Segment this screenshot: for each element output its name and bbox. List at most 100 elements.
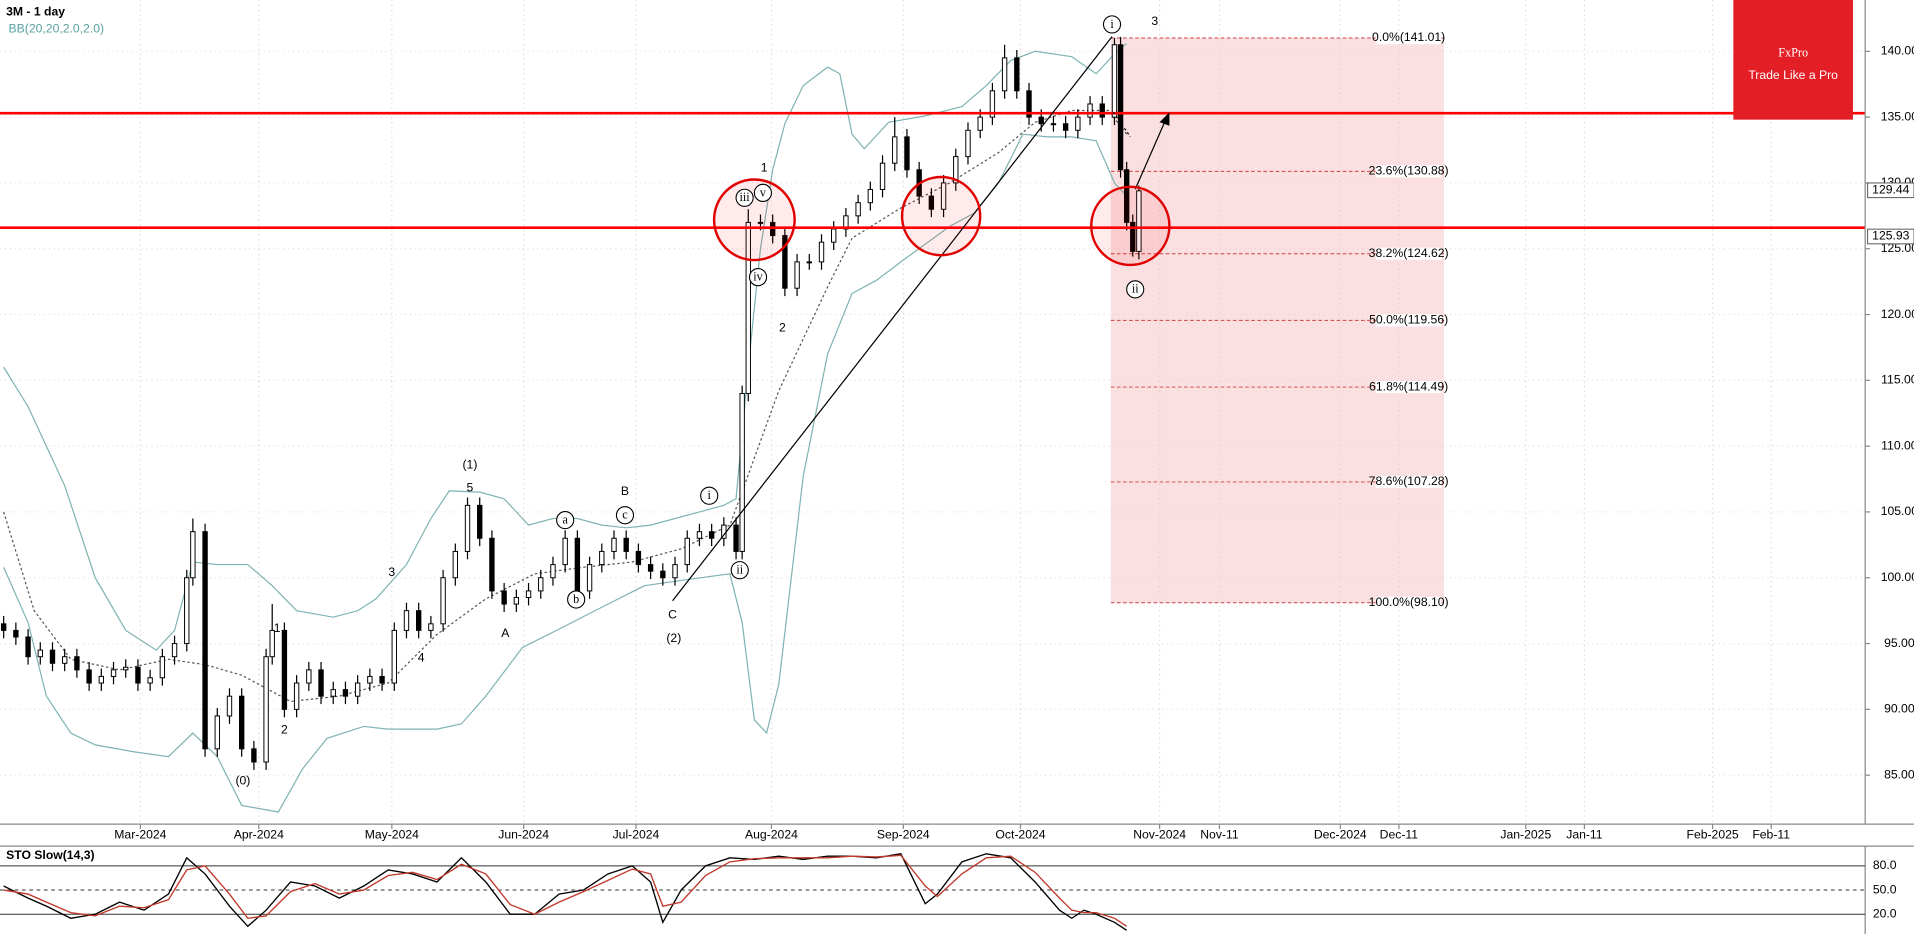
indicator-label: BB(20,20,2.0,2.0) xyxy=(9,22,105,36)
wave-label: (2) xyxy=(666,631,681,645)
wave-label-circle xyxy=(735,188,754,207)
wave-label: ii xyxy=(736,563,743,577)
candle-body xyxy=(1123,169,1130,223)
x-tick-label: Jan-11 xyxy=(1566,827,1603,841)
candle-body xyxy=(0,623,7,631)
highlight-circle xyxy=(900,175,982,257)
osc-tick-label: 80.0 xyxy=(1873,858,1897,872)
candle-body xyxy=(440,577,446,625)
candle-body xyxy=(1087,103,1093,118)
x-tick-label: Sep-2024 xyxy=(877,827,930,841)
wave-label-circle xyxy=(615,506,635,525)
wave-label: iii xyxy=(740,190,751,204)
candle-body xyxy=(489,537,495,592)
candle-body xyxy=(586,564,593,592)
fib-label-bg xyxy=(1375,247,1442,260)
fib-label: 78.6%(107.28) xyxy=(1369,474,1449,488)
highlight-circle xyxy=(1090,185,1171,267)
x-tick-label: Feb-2025 xyxy=(1687,827,1739,841)
wave-label-circle xyxy=(748,268,768,287)
y-tick-label: 120.00 xyxy=(1881,307,1914,321)
candle-body xyxy=(782,235,788,289)
y-tick-label: 100.00 xyxy=(1881,570,1914,584)
candle-body xyxy=(110,669,117,677)
band-line xyxy=(3,109,1128,703)
highlight-circle xyxy=(712,178,796,262)
candle-body xyxy=(733,524,739,552)
candle-body xyxy=(562,537,568,566)
wave-label: 3 xyxy=(388,565,395,579)
price-label: 129.44 xyxy=(1872,183,1909,197)
oscillator: 80.0 50.0 20.0 xyxy=(0,853,1897,931)
x-tick-label: May-2024 xyxy=(365,827,419,841)
wave-label-circle xyxy=(753,183,773,203)
candle-body xyxy=(464,504,471,552)
osc-line xyxy=(3,853,1128,931)
candle-body xyxy=(1062,123,1069,131)
candle-body xyxy=(745,221,751,394)
y-tick-label: 85.00 xyxy=(1884,767,1914,781)
wave-label: 1 xyxy=(761,161,768,175)
candle-body xyxy=(318,669,324,697)
candle-body xyxy=(892,136,898,164)
candle-body xyxy=(428,623,434,631)
x-tick-label: Jan-2025 xyxy=(1500,827,1551,841)
y-tick-label: 115.00 xyxy=(1881,373,1914,387)
candle-body xyxy=(757,221,764,224)
candle-body xyxy=(37,649,43,658)
candle-body xyxy=(86,669,92,684)
wave-label: A xyxy=(501,626,510,640)
candle-body xyxy=(647,564,654,572)
candle-body xyxy=(501,590,507,605)
x-tick-label: Apr-2024 xyxy=(234,827,284,841)
y-tick-label: 105.00 xyxy=(1881,504,1914,518)
candle-body xyxy=(879,162,886,191)
wave-label: 4 xyxy=(418,650,425,664)
fibonacci: 0.0%(141.01) 23.6%(130.88) 38.2%(124.62) 50… xyxy=(1110,30,1449,609)
candle-body xyxy=(794,261,800,289)
candle-body xyxy=(599,550,605,566)
wave-label: C xyxy=(668,608,677,622)
candle-body xyxy=(1026,90,1032,118)
candle-body xyxy=(269,629,275,658)
y-tick-label: 110.00 xyxy=(1881,438,1914,452)
candle-body xyxy=(696,531,703,539)
x-tick-label: Jul-2024 xyxy=(613,827,660,841)
fib-label-bg xyxy=(1375,380,1442,394)
candle-body xyxy=(123,666,129,671)
candle-body xyxy=(953,156,959,184)
x-tick-label: Dec-2024 xyxy=(1314,827,1367,841)
x-tick-label: Oct-2024 xyxy=(995,827,1045,841)
candle-body xyxy=(904,136,910,171)
candle-body xyxy=(1136,190,1142,252)
y-tick-label: 95.00 xyxy=(1884,636,1914,650)
wave-label: i xyxy=(708,488,712,502)
candle-body xyxy=(416,610,422,631)
candle-body xyxy=(818,241,825,263)
y-tick-label: 135.00 xyxy=(1881,109,1914,123)
wave-label-circle xyxy=(1102,15,1122,34)
candle-body xyxy=(1111,44,1118,118)
fib-label-bg xyxy=(1375,31,1442,45)
y-tick-label: 140.00 xyxy=(1881,44,1914,58)
fib-label: 38.2%(124.62) xyxy=(1369,246,1449,260)
wave-label: b xyxy=(573,592,579,606)
candle-body xyxy=(940,182,947,210)
candle-body xyxy=(1014,57,1020,92)
x-tick-label: Aug-2024 xyxy=(745,827,798,841)
wave-label: iv xyxy=(753,270,763,284)
candle-body xyxy=(159,656,166,679)
wave-label: 2 xyxy=(779,321,786,335)
candle-body xyxy=(538,577,544,592)
candle-body xyxy=(74,656,80,671)
candle-body xyxy=(202,531,208,750)
candle-body xyxy=(13,629,19,638)
wave-label: 2 xyxy=(281,722,288,736)
wave-label: i xyxy=(1110,17,1114,31)
candle-body xyxy=(239,695,245,750)
logo-tagline: Trade Like a Pro xyxy=(1748,68,1838,82)
candle-body xyxy=(513,597,520,605)
